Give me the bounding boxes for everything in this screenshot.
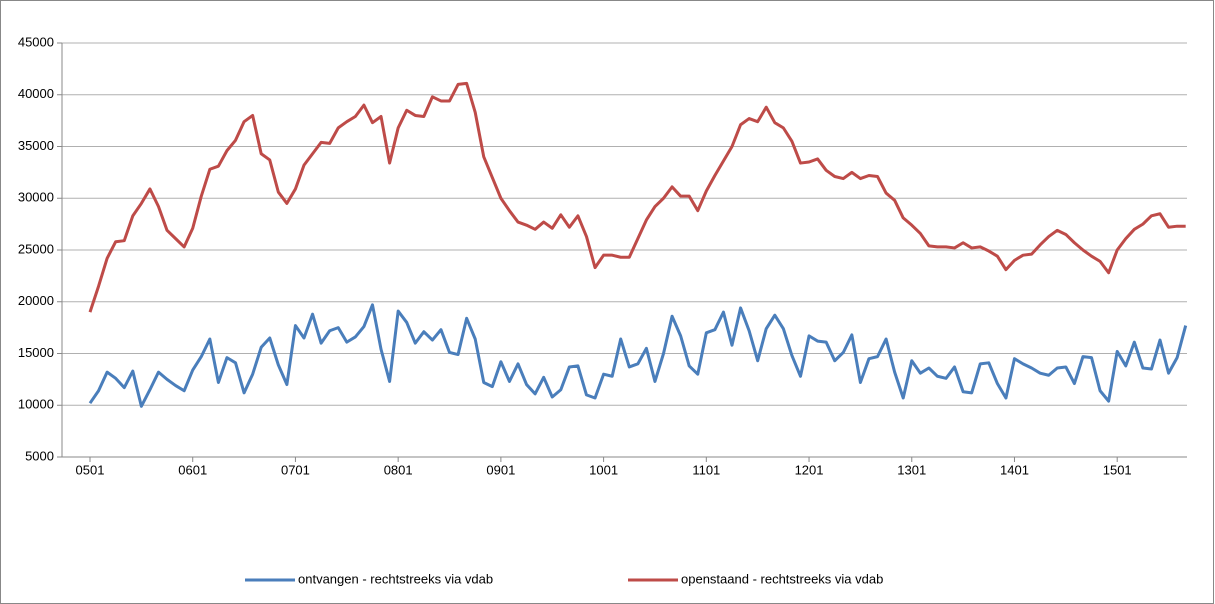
x-tick-label: 1001 [589,462,618,477]
y-tick-label: 10000 [18,397,54,412]
legend-label: ontvangen - rechtstreeks via vdab [298,571,493,586]
y-tick-label: 30000 [18,190,54,205]
y-tick-label: 5000 [25,448,54,463]
y-tick-label: 40000 [18,86,54,101]
x-tick-label: 0901 [486,462,515,477]
y-tick-label: 15000 [18,345,54,360]
y-tick-label: 45000 [18,34,54,49]
x-tick-label: 1201 [795,462,824,477]
y-tick-label: 25000 [18,241,54,256]
x-tick-label: 0801 [384,462,413,477]
x-tick-label: 0601 [178,462,207,477]
legend: ontvangen - rechtstreeks via vdab opensta… [245,571,883,586]
x-tick-label: 1401 [1000,462,1029,477]
x-tick-label: 1301 [897,462,926,477]
x-tick-label: 0501 [76,462,105,477]
series-line [88,303,1188,408]
y-tick-label: 35000 [18,138,54,153]
x-tick-label: 0701 [281,462,310,477]
legend-label: openstaand - rechtstreeks via vdab [681,571,883,586]
y-tick-label: 20000 [18,293,54,308]
series-line [88,81,1186,313]
x-tick-label: 1501 [1103,462,1132,477]
x-tick-label: 1101 [692,462,720,477]
